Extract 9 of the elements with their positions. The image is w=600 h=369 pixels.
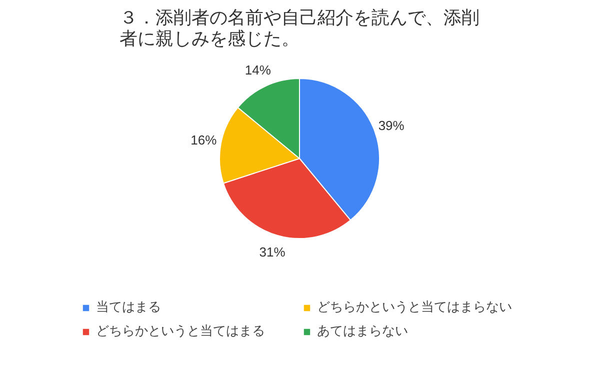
legend-label: どちらかというと当てはまらない — [317, 298, 513, 316]
data-label: 16% — [190, 132, 218, 148]
data-label: 31% — [259, 244, 286, 260]
legend-label: あてはまらない — [317, 322, 409, 340]
legend-label: 当てはまる — [96, 298, 162, 316]
data-label: 14% — [244, 62, 272, 78]
legend-label: どちらかというと当てはまる — [96, 322, 266, 340]
data-label: 39% — [378, 118, 405, 133]
chart-title: ３．添削者の名前や自己紹介を読んで、添削者に親しみを感じた。 — [120, 8, 480, 50]
